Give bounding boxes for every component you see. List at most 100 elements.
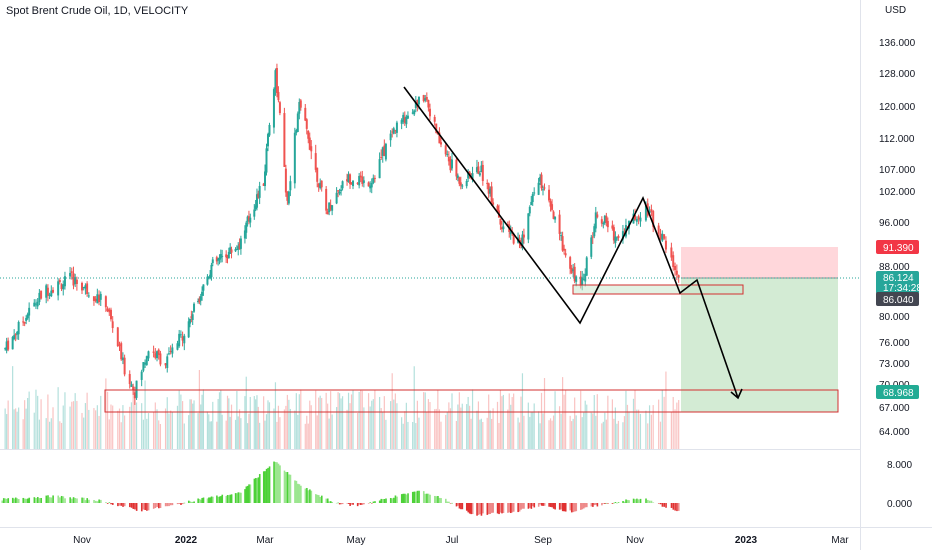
volume-bar <box>188 415 190 449</box>
osc-bar <box>326 498 329 503</box>
osc-bar <box>134 503 136 510</box>
osc-bar <box>510 503 512 514</box>
osc-bar <box>164 503 167 507</box>
osc-bar <box>218 496 221 503</box>
candle-body <box>268 124 271 136</box>
candle-body <box>664 240 667 250</box>
candle-body <box>52 289 55 293</box>
osc-bar <box>590 503 593 507</box>
volume-bar <box>549 418 552 449</box>
volume-bar <box>562 377 564 449</box>
candle-body <box>552 211 555 219</box>
volume-bar <box>98 415 100 449</box>
volume-bar <box>71 401 73 449</box>
osc-bar <box>657 503 660 504</box>
candle-body <box>298 102 301 114</box>
volume-bar <box>501 396 503 449</box>
volume-bar <box>300 389 302 449</box>
volume-bar <box>93 408 95 449</box>
volume-bar <box>385 419 387 449</box>
volume-bar <box>539 423 541 449</box>
demand-zone-box[interactable] <box>104 389 839 413</box>
candle-body <box>225 254 228 258</box>
candle-body <box>579 276 582 287</box>
osc-bar <box>315 494 317 503</box>
volume-bar <box>488 394 490 449</box>
candle-body <box>11 336 14 350</box>
osc-bar <box>356 503 359 507</box>
osc-bar <box>537 503 540 507</box>
candle-body <box>81 282 83 291</box>
volume-bar <box>424 392 426 449</box>
osc-bar <box>451 502 453 504</box>
candle-body <box>414 101 417 108</box>
osc-bar <box>209 497 212 503</box>
osc-bar <box>663 503 666 507</box>
oscillator-ticks: 8.000 0.000 <box>887 460 912 510</box>
osc-bar <box>617 502 620 503</box>
volume-bar <box>530 412 532 449</box>
volume-bar <box>248 413 250 449</box>
osc-bar <box>470 503 472 515</box>
candle-body <box>296 113 299 132</box>
candle-body <box>293 132 296 184</box>
volume-bar <box>659 421 662 449</box>
osc-bar <box>229 494 232 503</box>
volume-bar <box>616 423 618 449</box>
volume-bar <box>193 400 195 449</box>
candle-body <box>370 182 373 188</box>
volume-bar <box>647 423 649 449</box>
volume-bar <box>361 390 363 449</box>
volume-bar <box>208 414 210 449</box>
osc-bar <box>358 503 361 505</box>
volume-bar <box>434 409 436 449</box>
osc-bar <box>543 503 546 506</box>
candle-body <box>411 112 414 114</box>
volume-bar <box>607 395 609 449</box>
osc-bar <box>216 495 218 503</box>
osc-bar <box>310 490 313 503</box>
osc-bar <box>221 494 224 503</box>
volume-bar <box>124 415 126 449</box>
candle-body <box>612 227 615 241</box>
volume-bar <box>427 399 429 449</box>
osc-bar <box>424 493 427 503</box>
support-zone-box[interactable] <box>572 284 744 295</box>
volume-bar <box>256 395 258 449</box>
pattern-path[interactable] <box>403 86 739 399</box>
volume-bar <box>201 394 203 449</box>
candle-body <box>582 279 585 281</box>
volume-bar <box>236 391 238 449</box>
time-ticks: Nov 2022 Mar May Jul Sep Nov 2023 Mar <box>73 535 849 546</box>
volume-bar <box>212 401 214 449</box>
volume-bar <box>226 395 229 449</box>
osc-bar <box>521 503 524 509</box>
candle-body <box>530 201 533 206</box>
osc-bar <box>52 495 54 503</box>
osc-bar <box>122 503 124 507</box>
candle-body <box>425 97 428 100</box>
volume-bar <box>245 376 247 449</box>
osc-bar <box>433 495 436 503</box>
volume-bar <box>62 405 64 449</box>
osc-bar <box>361 503 364 505</box>
candle-body <box>490 186 493 203</box>
volume-bar <box>267 400 269 449</box>
osc-bar <box>36 497 39 503</box>
volume-bar <box>374 390 376 449</box>
candle-body <box>391 131 394 133</box>
candle-body <box>340 189 343 192</box>
volume-bar <box>209 421 211 449</box>
osc-bar <box>288 474 290 503</box>
candle-body <box>310 146 313 152</box>
volume-bar <box>676 402 678 449</box>
osc-bar <box>154 503 157 509</box>
candle-body <box>605 215 608 223</box>
volume-bar <box>297 414 299 449</box>
osc-bar <box>637 499 640 503</box>
osc-bar <box>572 503 575 513</box>
osc-bar <box>378 500 381 503</box>
volume-bar <box>346 409 348 449</box>
candle-body <box>358 176 361 186</box>
